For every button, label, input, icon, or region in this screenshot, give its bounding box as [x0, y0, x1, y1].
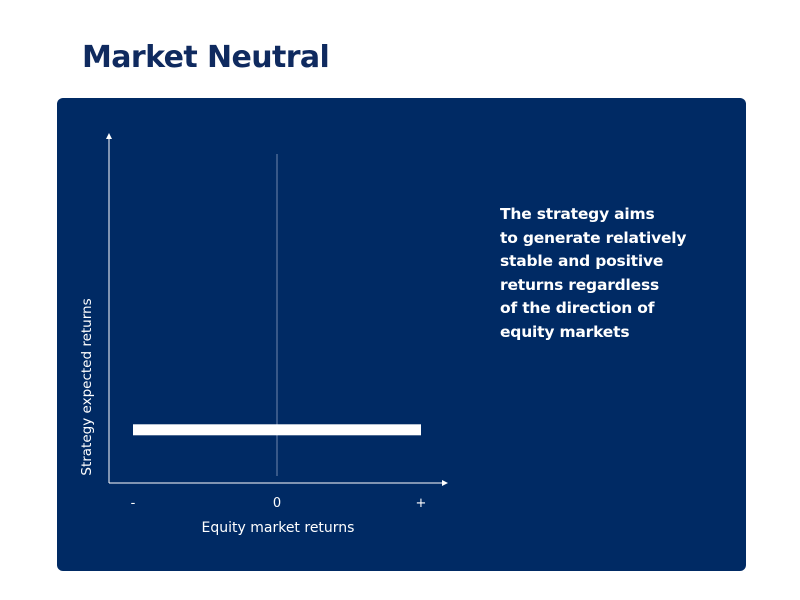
strategy-description: The strategy aims to generate relatively… — [500, 203, 730, 344]
description-line: The strategy aims — [500, 205, 655, 223]
y-axis-label: Strategy expected returns — [79, 298, 95, 475]
description-line: of the direction of — [500, 299, 655, 317]
description-line: equity markets — [500, 322, 630, 341]
description-line: returns regardless — [500, 275, 660, 294]
x-tick-label-plus: + — [416, 496, 427, 511]
page-title: Market Neutral — [82, 40, 330, 75]
chart-svg: - 0 + Equity market returns Strategy exp… — [79, 133, 448, 536]
description-line: to generate relatively — [500, 228, 687, 247]
x-axis-label: Equity market returns — [202, 520, 355, 536]
strategy-return-line — [133, 424, 421, 436]
x-tick-label-zero: 0 — [273, 496, 281, 511]
description-line: stable and positive — [500, 252, 664, 270]
chart-panel: - 0 + Equity market returns Strategy exp… — [57, 98, 746, 571]
x-tick-label-minus: - — [131, 496, 136, 511]
